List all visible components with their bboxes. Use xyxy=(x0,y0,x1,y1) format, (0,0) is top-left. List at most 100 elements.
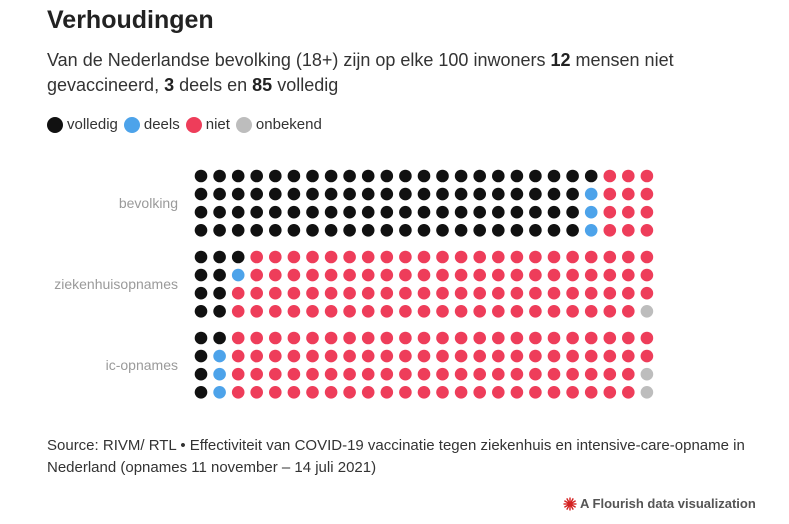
waffle-dot-niet[interactable] xyxy=(380,331,394,345)
waffle-dot-niet[interactable] xyxy=(361,305,375,318)
waffle-dot-volledig[interactable] xyxy=(417,224,431,237)
waffle-dot-niet[interactable] xyxy=(566,349,579,363)
waffle-dot-niet[interactable] xyxy=(361,268,375,282)
waffle-dot-niet[interactable] xyxy=(343,367,356,381)
waffle-dot-niet[interactable] xyxy=(622,367,635,381)
waffle-dot-volledig[interactable] xyxy=(566,224,579,237)
waffle-dot-deels[interactable] xyxy=(213,386,226,399)
waffle-dot-niet[interactable] xyxy=(436,286,449,300)
waffle-dot-volledig[interactable] xyxy=(213,224,226,237)
waffle-dot-niet[interactable] xyxy=(640,169,654,183)
waffle-dot-niet[interactable] xyxy=(306,386,319,399)
waffle-dot-niet[interactable] xyxy=(287,386,301,399)
waffle-dot-niet[interactable] xyxy=(399,367,412,381)
waffle-dot-niet[interactable] xyxy=(622,386,635,399)
waffle-dot-niet[interactable] xyxy=(436,305,449,318)
legend-item-niet[interactable]: niet xyxy=(185,116,230,133)
waffle-dot-niet[interactable] xyxy=(603,224,617,237)
waffle-dot-niet[interactable] xyxy=(361,331,375,345)
waffle-dot-volledig[interactable] xyxy=(380,224,394,237)
waffle-dot-volledig[interactable] xyxy=(566,187,579,201)
waffle-dot-niet[interactable] xyxy=(529,305,542,318)
waffle-dot-niet[interactable] xyxy=(454,250,468,264)
waffle-dot-niet[interactable] xyxy=(510,286,524,300)
waffle-dot-niet[interactable] xyxy=(436,367,449,381)
waffle-dot-niet[interactable] xyxy=(399,349,412,363)
waffle-dot-volledig[interactable] xyxy=(510,169,524,183)
waffle-dot-niet[interactable] xyxy=(343,268,356,282)
waffle-dot-niet[interactable] xyxy=(622,349,635,363)
waffle-dot-niet[interactable] xyxy=(529,386,542,399)
waffle-dot-deels[interactable] xyxy=(213,349,226,363)
waffle-dot-volledig[interactable] xyxy=(250,224,263,237)
waffle-dot-volledig[interactable] xyxy=(269,187,282,201)
waffle-dot-niet[interactable] xyxy=(547,286,561,300)
waffle-dot-volledig[interactable] xyxy=(194,286,208,300)
waffle-dot-volledig[interactable] xyxy=(473,187,487,201)
waffle-dot-niet[interactable] xyxy=(436,349,449,363)
waffle-dot-niet[interactable] xyxy=(529,250,542,264)
waffle-dot-niet[interactable] xyxy=(306,250,319,264)
waffle-dot-volledig[interactable] xyxy=(213,205,226,219)
waffle-dot-niet[interactable] xyxy=(547,349,561,363)
waffle-dot-volledig[interactable] xyxy=(547,187,561,201)
waffle-dot-niet[interactable] xyxy=(492,367,505,381)
waffle-dot-volledig[interactable] xyxy=(566,169,579,183)
waffle-dot-volledig[interactable] xyxy=(194,305,208,318)
waffle-dot-volledig[interactable] xyxy=(213,268,226,282)
waffle-dot-volledig[interactable] xyxy=(361,224,375,237)
waffle-dot-volledig[interactable] xyxy=(436,224,449,237)
waffle-dot-niet[interactable] xyxy=(250,268,263,282)
waffle-dot-volledig[interactable] xyxy=(194,187,208,201)
waffle-dot-volledig[interactable] xyxy=(343,205,356,219)
waffle-dot-niet[interactable] xyxy=(454,305,468,318)
waffle-dot-niet[interactable] xyxy=(324,367,338,381)
waffle-dot-volledig[interactable] xyxy=(399,205,412,219)
waffle-dot-niet[interactable] xyxy=(380,367,394,381)
waffle-dot-deels[interactable] xyxy=(213,367,226,381)
waffle-dot-niet[interactable] xyxy=(473,367,487,381)
waffle-dot-volledig[interactable] xyxy=(417,187,431,201)
waffle-dot-niet[interactable] xyxy=(399,250,412,264)
waffle-dot-niet[interactable] xyxy=(473,305,487,318)
waffle-dot-volledig[interactable] xyxy=(194,386,208,399)
waffle-dot-niet[interactable] xyxy=(529,268,542,282)
waffle-dot-volledig[interactable] xyxy=(306,205,319,219)
waffle-dot-niet[interactable] xyxy=(510,331,524,345)
waffle-dot-niet[interactable] xyxy=(566,331,579,345)
waffle-dot-volledig[interactable] xyxy=(454,205,468,219)
waffle-dot-niet[interactable] xyxy=(343,349,356,363)
waffle-dot-niet[interactable] xyxy=(566,268,579,282)
waffle-dot-volledig[interactable] xyxy=(510,224,524,237)
waffle-dot-niet[interactable] xyxy=(269,305,282,318)
waffle-dot-niet[interactable] xyxy=(269,349,282,363)
waffle-dot-volledig[interactable] xyxy=(324,224,338,237)
waffle-dot-niet[interactable] xyxy=(399,305,412,318)
waffle-dot-niet[interactable] xyxy=(287,367,301,381)
waffle-dot-volledig[interactable] xyxy=(584,169,598,183)
waffle-dot-niet[interactable] xyxy=(361,286,375,300)
waffle-dot-niet[interactable] xyxy=(640,286,654,300)
waffle-dot-volledig[interactable] xyxy=(324,205,338,219)
waffle-dot-niet[interactable] xyxy=(603,187,617,201)
waffle-dot-niet[interactable] xyxy=(231,367,245,381)
waffle-dot-niet[interactable] xyxy=(287,331,301,345)
waffle-dot-volledig[interactable] xyxy=(436,205,449,219)
waffle-dot-niet[interactable] xyxy=(250,305,263,318)
waffle-dot-volledig[interactable] xyxy=(306,224,319,237)
waffle-dot-niet[interactable] xyxy=(566,367,579,381)
waffle-dot-volledig[interactable] xyxy=(213,305,226,318)
waffle-dot-niet[interactable] xyxy=(603,268,617,282)
waffle-dot-niet[interactable] xyxy=(361,349,375,363)
waffle-dot-niet[interactable] xyxy=(250,367,263,381)
waffle-dot-niet[interactable] xyxy=(622,331,635,345)
waffle-dot-niet[interactable] xyxy=(640,205,654,219)
waffle-dot-niet[interactable] xyxy=(231,286,245,300)
waffle-dot-niet[interactable] xyxy=(417,386,431,399)
waffle-dot-niet[interactable] xyxy=(584,286,598,300)
waffle-dot-onbekend[interactable] xyxy=(640,305,654,318)
waffle-dot-niet[interactable] xyxy=(492,268,505,282)
waffle-dot-niet[interactable] xyxy=(380,286,394,300)
waffle-dot-volledig[interactable] xyxy=(529,224,542,237)
legend-item-deels[interactable]: deels xyxy=(123,116,180,133)
